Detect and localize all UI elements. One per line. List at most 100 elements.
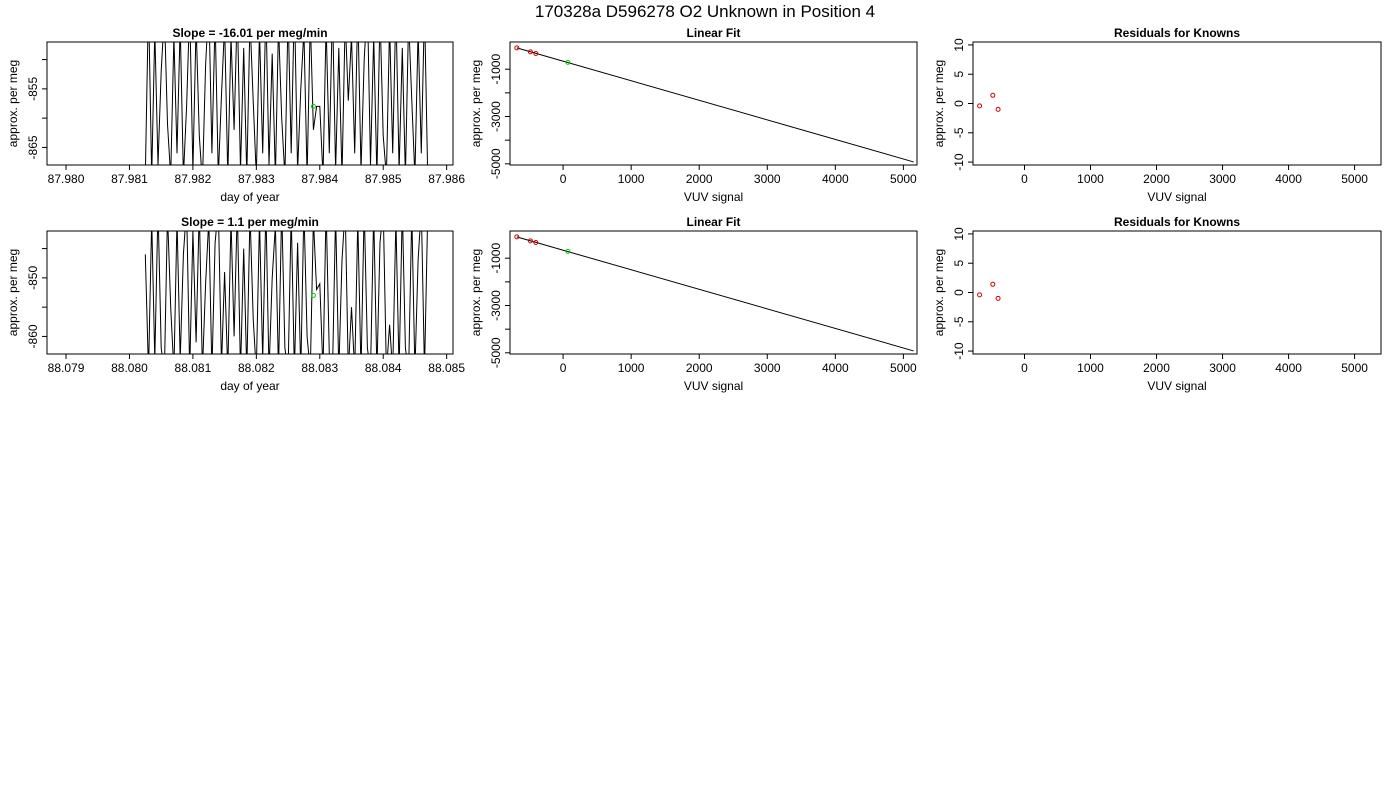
y-axis-label: approx. per meg [6,249,20,336]
x-tick-label: 88.079 [48,361,85,375]
known-point [990,92,996,98]
plot-frame [509,41,918,166]
plot-frame [972,41,1382,166]
x-tick-label: 87.986 [428,172,465,186]
x-tick-label: 5000 [1341,361,1368,375]
y-tick-label: -3000 [489,290,503,321]
panel-title: Residuals for Knowns [1114,215,1240,229]
y-tick-label: 5 [952,71,966,78]
figure-title: 170328a D596278 O2 Unknown in Position 4 [535,2,875,21]
x-tick-label: 88.083 [301,361,338,375]
y-tick-label: 0 [952,100,966,107]
series-line [144,231,428,354]
x-tick-label: 87.983 [238,172,275,186]
panel-title: Slope = -16.01 per meg/min [172,26,327,40]
y-tick-label: -3000 [489,101,503,132]
unknown-point [310,292,316,298]
plot-frame [46,230,454,355]
x-axis-label: day of year [220,379,279,393]
panels-group: Slope = -16.01 per meg/min 87.980 87.981 87… [6,26,1382,393]
chart-panel-3: Residuals for Knowns 0 1000 2000 3000 4000 500… [932,26,1382,204]
known-point [995,106,1001,112]
chart-panel-2: Linear Fit 0 1000 2000 3000 4000 5000 -5000 -300… [469,26,918,204]
panel-title: Slope = 1.1 per meg/min [181,215,319,229]
x-tick-label: 2000 [686,172,713,186]
x-tick-label: 3000 [1209,361,1236,375]
x-axis-label: VUV signal [1147,190,1206,204]
y-tick-label: 10 [952,38,966,52]
y-axis-label: approx. per meg [6,60,20,147]
x-tick-label: 88.081 [175,361,212,375]
x-tick-label: 88.080 [111,361,148,375]
x-tick-label: 88.084 [365,361,402,375]
known-point [995,295,1001,301]
chart-panel-4: Slope = 1.1 per meg/min 88.079 88.080 88.08… [6,215,465,393]
x-tick-label: 2000 [1143,361,1170,375]
known-point [533,239,539,245]
x-axis-label: VUV signal [684,379,743,393]
x-tick-label: 5000 [890,361,917,375]
panel-title: Linear Fit [686,215,740,229]
known-point [514,234,520,240]
x-tick-label: 87.981 [111,172,148,186]
x-tick-label: 4000 [822,172,849,186]
x-tick-label: 4000 [822,361,849,375]
y-tick-label: -5 [952,127,966,138]
y-tick-label: -5000 [489,337,503,368]
y-tick-label: -1000 [489,243,503,274]
x-tick-label: 1000 [1077,361,1104,375]
y-tick-label: -860 [26,324,40,348]
y-tick-label: -10 [952,342,966,360]
x-tick-label: 5000 [890,172,917,186]
fit-line [516,236,914,352]
x-tick-label: 0 [1021,172,1028,186]
x-axis-label: VUV signal [684,190,743,204]
panel-title: Residuals for Knowns [1114,26,1240,40]
y-tick-label: 10 [952,227,966,241]
chart-panel-5: Linear Fit 0 1000 2000 3000 4000 5000 -5000 -300… [469,215,918,393]
y-axis-label: approx. per meg [932,60,946,147]
y-tick-label: -5000 [489,148,503,179]
panel-title: Linear Fit [686,26,740,40]
x-tick-label: 88.085 [428,361,465,375]
x-tick-label: 87.985 [365,172,402,186]
known-point [527,49,533,55]
fit-line [516,47,914,163]
plot-area [977,92,1001,112]
x-tick-label: 3000 [1209,172,1236,186]
y-tick-label: 5 [952,260,966,267]
y-tick-label: -10 [952,153,966,171]
plot-area [145,42,428,165]
known-point [977,103,983,109]
plot-area [514,234,914,352]
y-axis-label: approx. per meg [932,249,946,336]
x-tick-label: 87.984 [301,172,338,186]
x-tick-label: 87.980 [48,172,85,186]
y-axis-label: approx. per meg [469,249,483,336]
chart-panel-1: Slope = -16.01 per meg/min 87.980 87.981 87… [6,26,465,204]
x-tick-label: 4000 [1275,172,1302,186]
known-point [977,292,983,298]
x-tick-label: 88.082 [238,361,275,375]
x-tick-label: 4000 [1275,361,1302,375]
known-point [990,281,996,287]
y-tick-label: -865 [26,135,40,159]
x-tick-label: 1000 [618,361,645,375]
plot-area [144,231,428,354]
unknown-point [565,59,571,65]
x-tick-label: 3000 [754,172,781,186]
y-tick-label: -855 [26,77,40,101]
x-tick-label: 0 [1021,361,1028,375]
y-tick-label: -5 [952,316,966,327]
known-point [514,45,520,51]
known-point [533,50,539,56]
plot-frame [972,230,1382,355]
known-point [527,238,533,244]
x-tick-label: 3000 [754,361,781,375]
plot-frame [509,230,918,355]
x-tick-label: 87.982 [175,172,212,186]
x-tick-label: 2000 [686,361,713,375]
y-tick-label: -1000 [489,54,503,85]
unknown-point [565,248,571,254]
